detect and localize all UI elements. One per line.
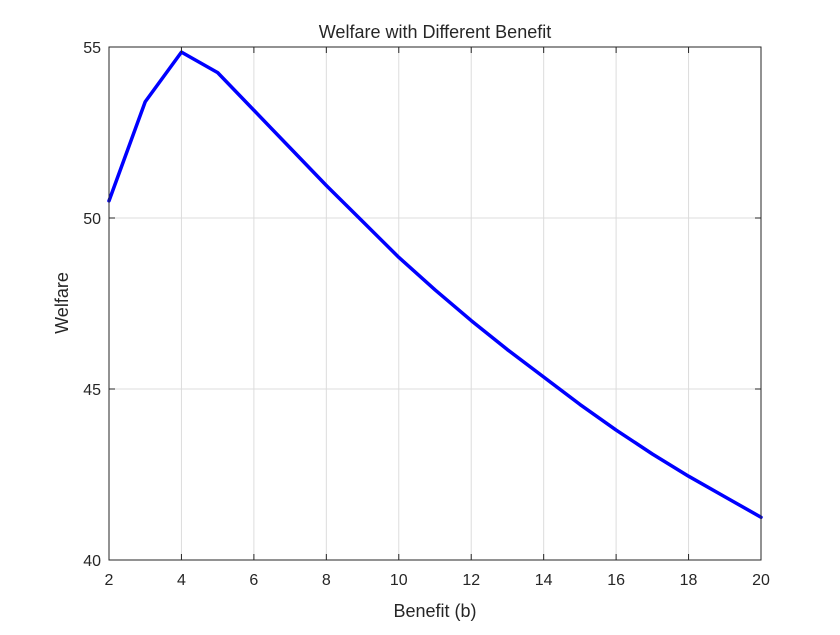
x-tick-label: 8 xyxy=(322,572,331,589)
x-tick-label: 12 xyxy=(462,572,480,589)
x-tick-label: 20 xyxy=(752,572,770,589)
x-tick-label: 10 xyxy=(390,572,408,589)
y-tick-label: 50 xyxy=(83,211,101,228)
x-tick-label: 14 xyxy=(535,572,553,589)
ticks: 2 4 6 8 10 12 14 16 18 20 40 45 50 55 xyxy=(83,40,770,589)
x-tick-label: 6 xyxy=(249,572,258,589)
series-layer xyxy=(107,50,763,519)
y-tick-label: 55 xyxy=(83,40,101,57)
chart-title: Welfare with Different Benefit xyxy=(319,22,551,42)
plot-background xyxy=(109,47,761,560)
x-tick-label: 4 xyxy=(177,572,186,589)
y-tick-label: 40 xyxy=(83,553,101,570)
series-line xyxy=(107,50,763,519)
x-tick-label: 2 xyxy=(105,572,114,589)
x-tick-label: 18 xyxy=(680,572,698,589)
y-axis-label: Welfare xyxy=(52,272,72,334)
y-tick-label: 45 xyxy=(83,382,101,399)
plot-frame xyxy=(108,46,762,561)
x-tick-label: 16 xyxy=(607,572,625,589)
x-axis-label: Benefit (b) xyxy=(393,601,476,621)
